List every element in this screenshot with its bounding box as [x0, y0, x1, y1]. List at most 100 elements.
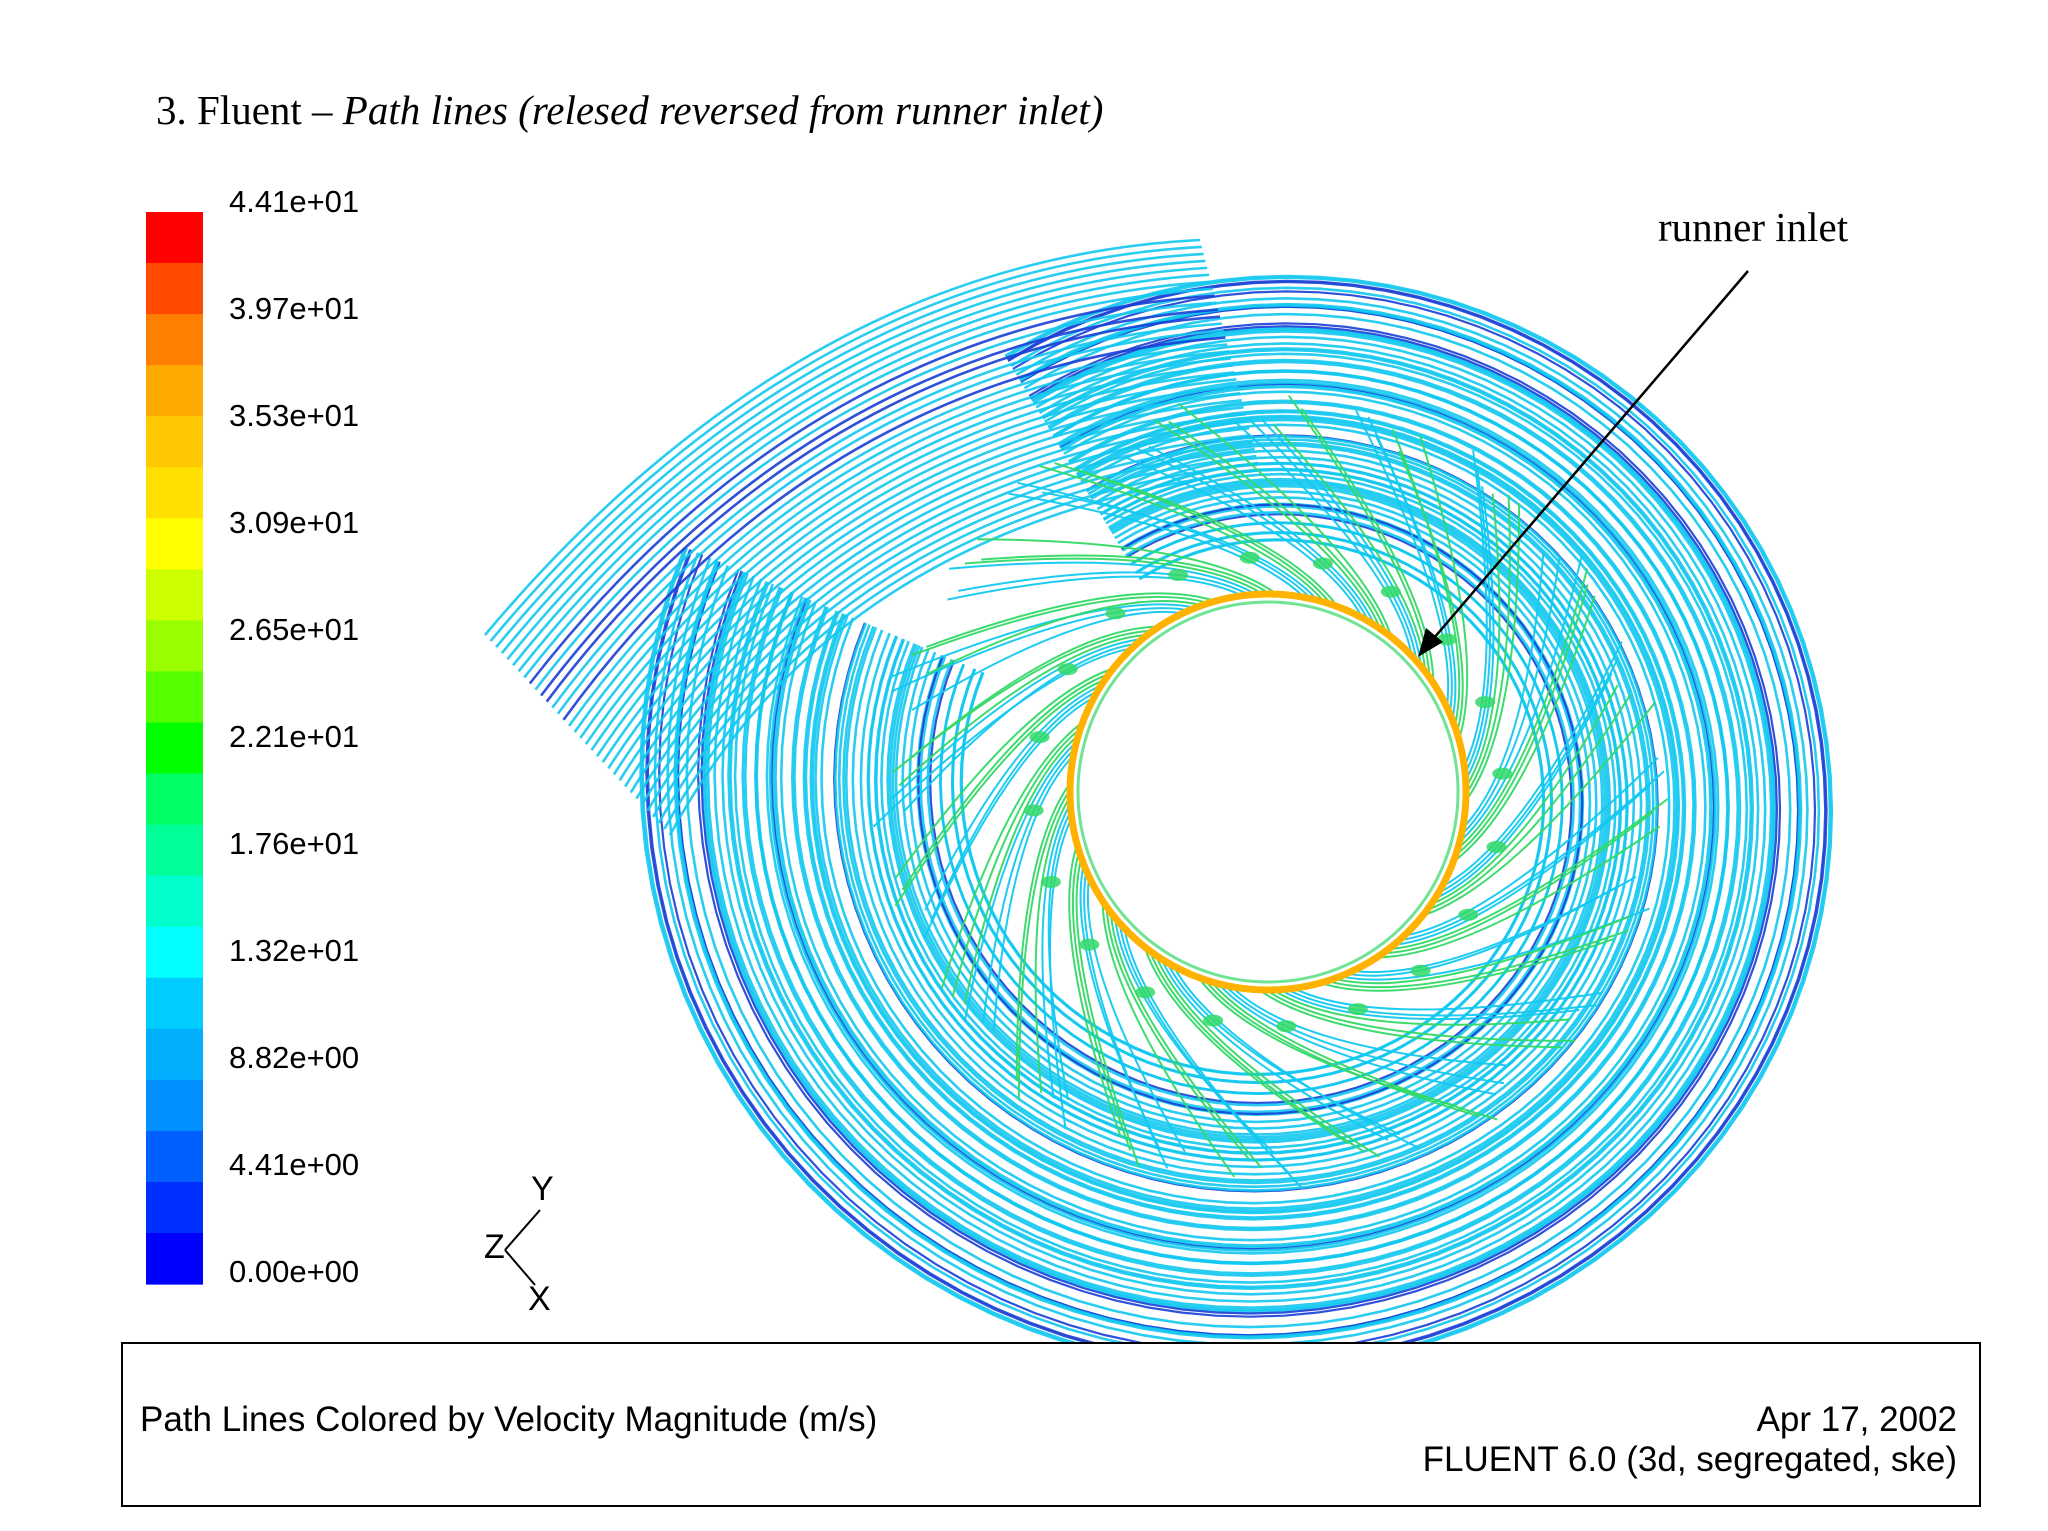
guide-vane-pathline — [982, 748, 1076, 1023]
scale-label: 3.09e+01 — [229, 505, 360, 540]
inlet-duct-pathline — [573, 350, 1230, 733]
guide-vane-pathline — [1073, 468, 1339, 608]
inlet-duct-pathline — [517, 280, 1211, 673]
guide-vane-pathline — [1086, 876, 1186, 1153]
guide-vane-pathline — [1388, 798, 1669, 951]
inlet-duct-pathline — [562, 336, 1226, 721]
guide-vane-pathline — [1148, 445, 1376, 626]
inlet-duct-pathline — [556, 329, 1224, 715]
guide-vane-tip — [1023, 804, 1044, 817]
guide-vane-tip — [1486, 840, 1507, 853]
spiral-pathline — [790, 399, 1697, 1232]
guide-vane-tip — [1029, 731, 1050, 744]
spiral-pathline — [926, 510, 1576, 1107]
guide-vane-pathline — [1017, 481, 1312, 600]
color-scale-band — [146, 875, 203, 928]
guide-vane-pathline — [1153, 419, 1382, 630]
spiral-pathline — [772, 383, 1714, 1249]
inlet-duct-pathline — [612, 399, 1242, 776]
scale-label: 8.82e+00 — [229, 1040, 360, 1075]
heading-italic: Path lines (relesed reversed from runner… — [342, 87, 1104, 133]
color-scale-bar — [146, 212, 203, 1285]
guide-vane-pathline — [947, 575, 1243, 601]
spiral-pathline — [646, 280, 1827, 1365]
color-scale-band — [146, 569, 203, 621]
color-scale-band — [146, 1130, 203, 1183]
inlet-duct-pathline — [551, 322, 1222, 709]
guide-vane-pathline — [1300, 408, 1435, 683]
color-scale-band — [146, 926, 203, 979]
guide-vane-pathline — [1154, 954, 1380, 1158]
guide-vane-pathline — [924, 684, 1102, 911]
guide-vane-pathline — [926, 600, 1203, 676]
color-scale-band — [146, 263, 203, 315]
guide-vane-pathline — [1168, 420, 1387, 634]
guide-vane-pathline — [1438, 656, 1620, 894]
guide-vane-tip — [1492, 767, 1513, 780]
spiral-pathline — [793, 401, 1695, 1230]
spiral-pathline — [842, 441, 1651, 1185]
spiral-pathline — [901, 490, 1598, 1130]
guide-vane-pathline — [1333, 915, 1630, 985]
runner-inlet-label: runner inlet — [1658, 204, 1849, 250]
guide-vane-pathlines — [872, 395, 1669, 1190]
guide-vane-pathline — [1457, 568, 1589, 850]
guide-vane-pathline — [1265, 989, 1576, 1042]
color-scale-band — [146, 1028, 203, 1081]
triad-x-line — [504, 1249, 536, 1286]
guide-vane-pathline — [958, 571, 1250, 596]
color-scale-band — [146, 1079, 203, 1132]
color-scale-band — [146, 467, 203, 519]
guide-vane-pathline — [1398, 770, 1665, 942]
inlet-duct-pathline — [568, 343, 1228, 727]
guide-vane-pathline — [1177, 402, 1393, 638]
guide-vane-pathline — [1460, 555, 1561, 836]
guide-vane-pathline — [891, 607, 1190, 693]
guide-vane-pathline — [1047, 810, 1072, 1101]
guide-vane-pathline — [940, 721, 1084, 989]
guide-vane-pathline — [1286, 988, 1597, 1017]
guide-vane-pathline — [1172, 965, 1420, 1150]
spiral-pathline — [696, 322, 1782, 1318]
guide-vane-pathline — [1125, 456, 1364, 619]
spiral-pathline — [938, 521, 1564, 1096]
scale-label: 2.21e+01 — [229, 719, 360, 754]
guide-vane-pathline — [911, 595, 1209, 657]
spiral-pathline — [809, 414, 1681, 1215]
scale-label: 1.76e+01 — [229, 826, 360, 861]
guide-vane-pathline — [1422, 702, 1656, 917]
color-scale-band — [146, 1233, 203, 1285]
arrow-shaft — [1427, 270, 1749, 646]
spiral-pathline — [837, 438, 1655, 1189]
guide-vane-pathline — [1458, 555, 1583, 843]
guide-vane-pathline — [1049, 817, 1073, 1130]
guide-vane-pathline — [1464, 503, 1521, 802]
heading-prefix: 3. Fluent – — [156, 87, 343, 133]
guide-vane-pathline — [1217, 982, 1497, 1096]
guide-vane-pathline — [1463, 450, 1488, 767]
color-scale-band — [146, 212, 203, 264]
guide-vane-pathline — [894, 678, 1106, 907]
guide-vane-pathline — [1068, 844, 1123, 1139]
guide-vane-pathline — [1197, 976, 1457, 1107]
runner-inlet-ring — [1066, 590, 1470, 994]
guide-vane-pathline — [1430, 684, 1619, 906]
spiral-pathline — [804, 410, 1685, 1219]
guide-vane-pathline — [1101, 901, 1236, 1178]
guide-vane-pathline — [907, 625, 1159, 762]
guide-vane-pathline — [1258, 988, 1562, 1049]
color-scale-band — [146, 722, 203, 775]
runner-inlet-arrow — [1418, 270, 1749, 657]
color-scale-band — [146, 365, 203, 417]
inlet-duct-pathline — [652, 447, 1255, 818]
runner-inlet-circle — [1066, 590, 1470, 994]
spiral-pathline — [676, 305, 1800, 1337]
inlet-duct-pathline — [506, 266, 1208, 661]
spiral-pathline — [743, 360, 1740, 1275]
inlet-duct-pathline — [668, 468, 1261, 836]
guide-vane-tip — [1105, 607, 1126, 620]
guide-vane-pathline — [1135, 447, 1370, 622]
guide-vane-pathline — [1355, 409, 1450, 708]
guide-vane-pathline — [1391, 429, 1461, 727]
